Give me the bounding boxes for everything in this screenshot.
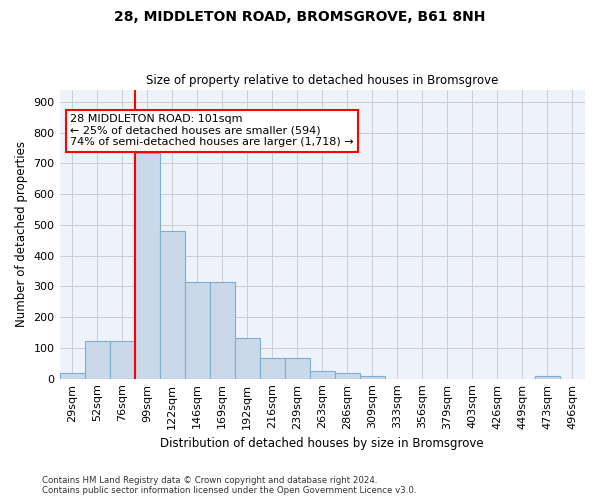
- Bar: [160, 231, 185, 378]
- Bar: [260, 358, 285, 378]
- Bar: [85, 341, 110, 378]
- Title: Size of property relative to detached houses in Bromsgrove: Size of property relative to detached ho…: [146, 74, 499, 87]
- Text: 28, MIDDLETON ROAD, BROMSGROVE, B61 8NH: 28, MIDDLETON ROAD, BROMSGROVE, B61 8NH: [115, 10, 485, 24]
- X-axis label: Distribution of detached houses by size in Bromsgrove: Distribution of detached houses by size …: [160, 437, 484, 450]
- Bar: [335, 372, 360, 378]
- Text: Contains HM Land Registry data © Crown copyright and database right 2024.
Contai: Contains HM Land Registry data © Crown c…: [42, 476, 416, 495]
- Bar: [235, 338, 260, 378]
- Bar: [185, 282, 209, 378]
- Text: 28 MIDDLETON ROAD: 101sqm
← 25% of detached houses are smaller (594)
74% of semi: 28 MIDDLETON ROAD: 101sqm ← 25% of detac…: [70, 114, 353, 148]
- Bar: [285, 358, 310, 378]
- Bar: [134, 152, 160, 378]
- Bar: [310, 371, 335, 378]
- Bar: [110, 341, 134, 378]
- Y-axis label: Number of detached properties: Number of detached properties: [15, 141, 28, 327]
- Bar: [535, 376, 560, 378]
- Bar: [360, 376, 385, 378]
- Bar: [59, 372, 85, 378]
- Bar: [209, 282, 235, 378]
